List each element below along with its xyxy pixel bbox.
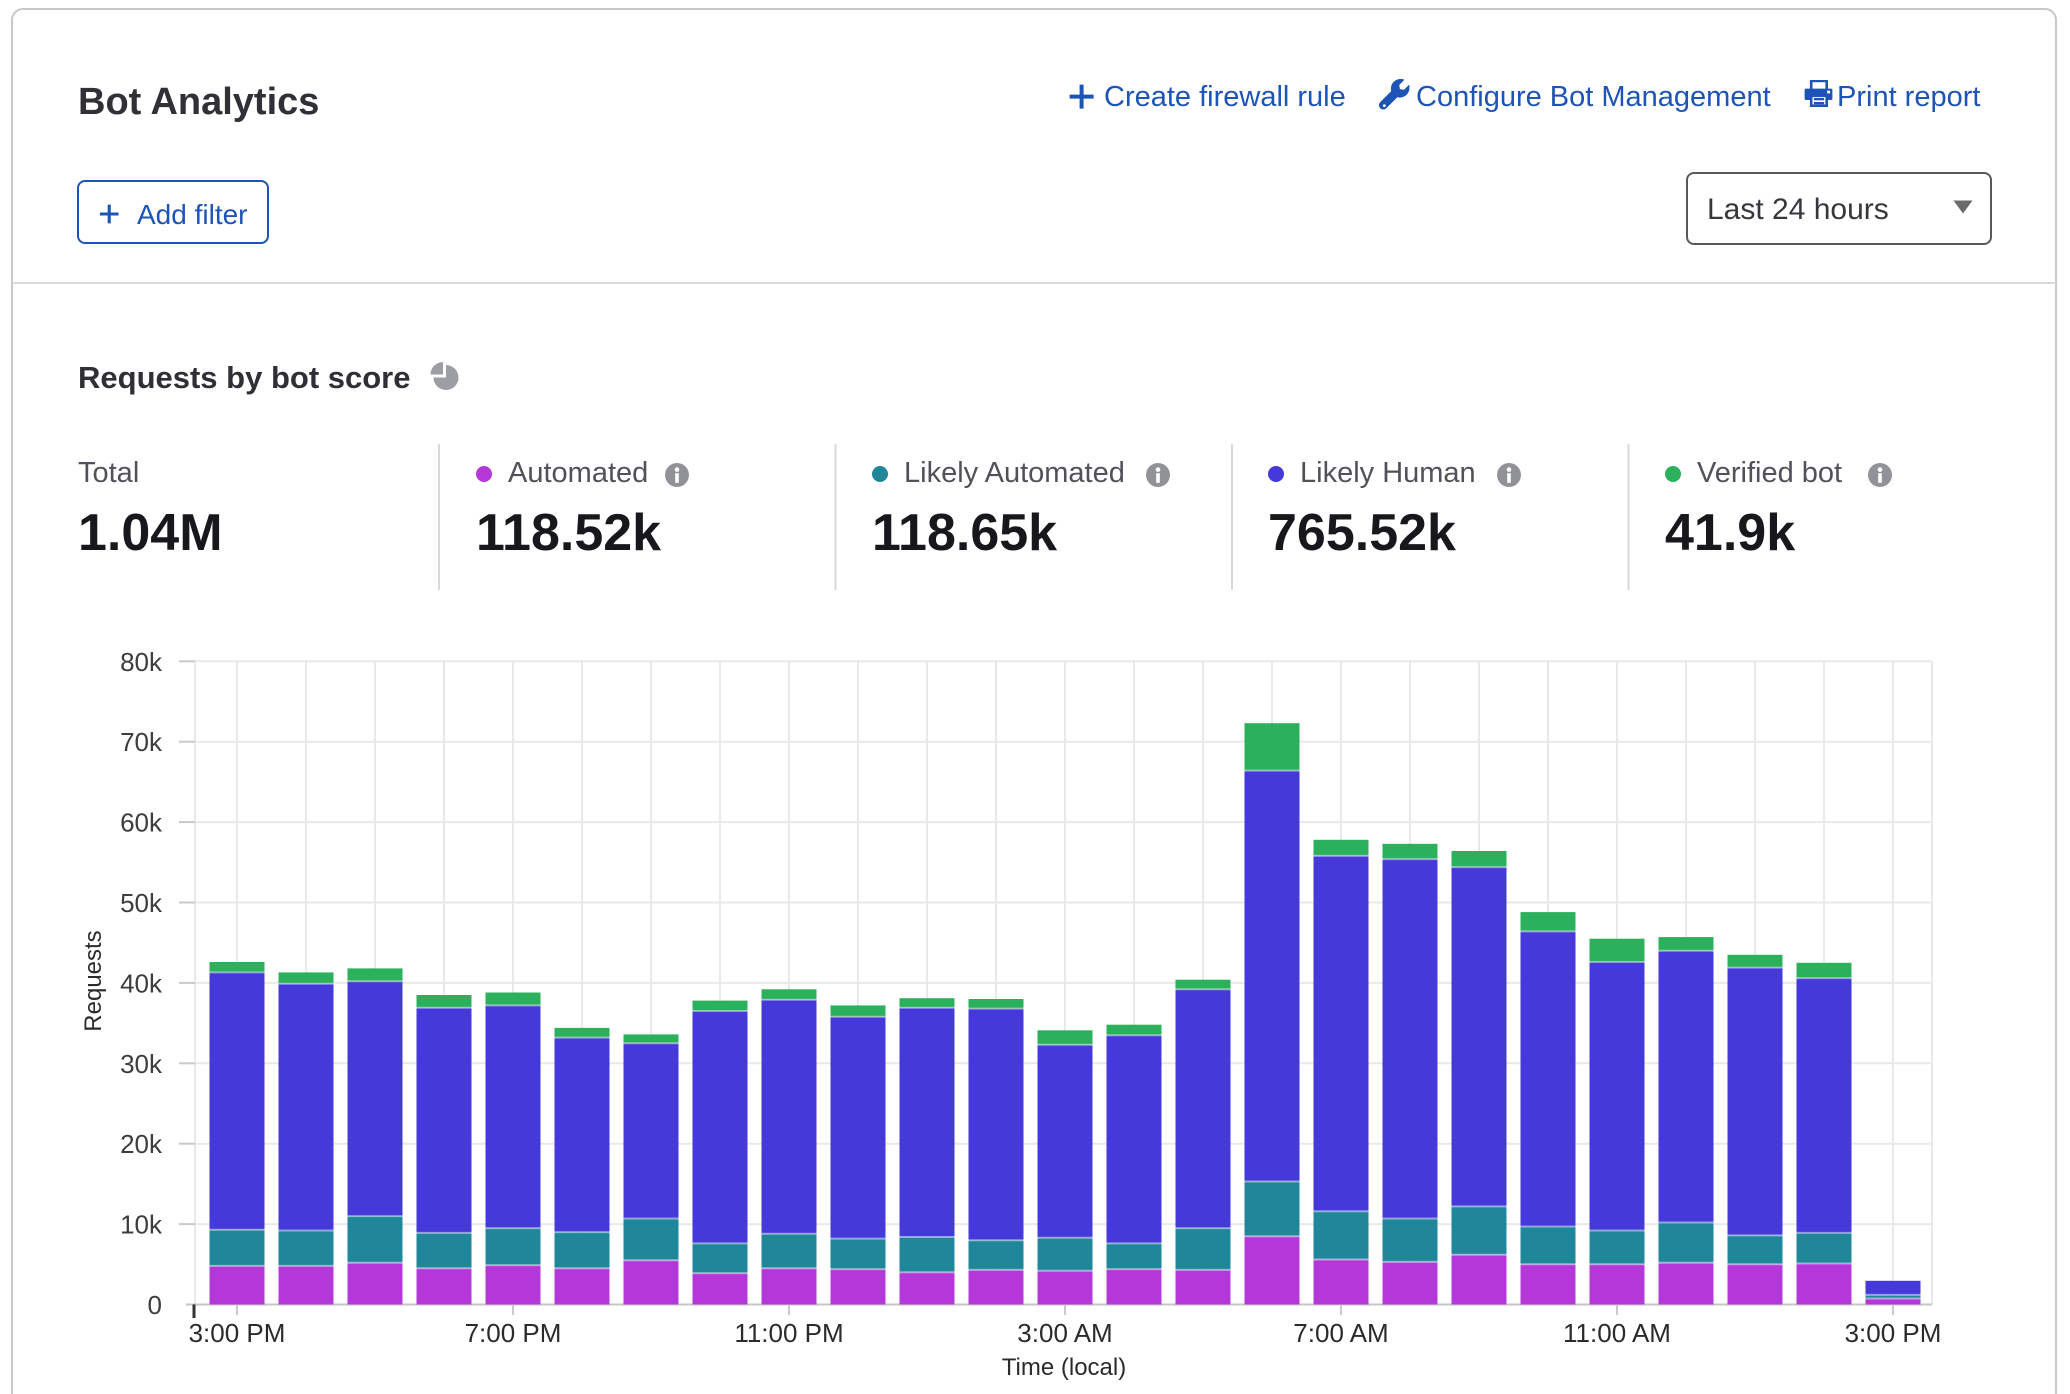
svg-text:40k: 40k — [120, 968, 163, 998]
svg-text:3:00 PM: 3:00 PM — [1845, 1318, 1942, 1348]
svg-text:Time (local): Time (local) — [1002, 1354, 1126, 1381]
svg-text:11:00 AM: 11:00 AM — [1563, 1318, 1671, 1348]
svg-text:50k: 50k — [120, 888, 163, 918]
svg-text:60k: 60k — [120, 808, 163, 838]
svg-text:80k: 80k — [120, 647, 163, 677]
svg-text:7:00 PM: 7:00 PM — [465, 1318, 562, 1348]
svg-text:30k: 30k — [120, 1049, 163, 1079]
svg-text:10k: 10k — [120, 1210, 163, 1240]
svg-text:20k: 20k — [120, 1129, 163, 1159]
svg-text:70k: 70k — [120, 727, 163, 757]
svg-text:0: 0 — [148, 1290, 162, 1320]
svg-text:3:00 AM: 3:00 AM — [1017, 1318, 1112, 1348]
svg-text:3:00 PM: 3:00 PM — [189, 1318, 286, 1348]
svg-text:7:00 AM: 7:00 AM — [1293, 1318, 1388, 1348]
svg-text:11:00 PM: 11:00 PM — [734, 1318, 843, 1348]
svg-text:Requests: Requests — [80, 930, 107, 1031]
